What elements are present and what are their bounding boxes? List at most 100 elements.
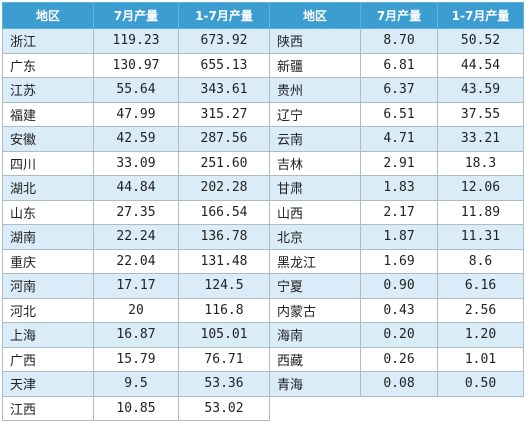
left-july-cell: 16.87 xyxy=(93,322,179,348)
header-july-left: 7月产量 xyxy=(93,2,179,29)
left-july-cell: 22.24 xyxy=(93,224,179,250)
table-row: 江苏 55.64 343.61 贵州 6.37 43.59 xyxy=(2,77,524,103)
left-cumulative-cell: 673.92 xyxy=(178,28,270,54)
right-cumulative-cell: 12.06 xyxy=(437,175,524,201)
right-july-cell: 0.90 xyxy=(360,273,438,299)
table-row: 江西 10.85 53.02 xyxy=(2,395,524,421)
left-july-cell: 17.17 xyxy=(93,273,179,299)
right-july-cell: 2.17 xyxy=(360,199,438,225)
left-region-cell: 四川 xyxy=(2,150,94,176)
right-july-cell: 2.91 xyxy=(360,150,438,176)
right-cumulative-cell: 11.31 xyxy=(437,224,524,250)
left-region-cell: 福建 xyxy=(2,101,94,127)
header-region-left: 地区 xyxy=(2,2,94,29)
right-cumulative-cell: 2.56 xyxy=(437,297,524,323)
left-july-cell: 42.59 xyxy=(93,126,179,152)
left-july-cell: 22.04 xyxy=(93,248,179,274)
right-empty-cell xyxy=(269,395,361,421)
right-empty-cell xyxy=(437,395,524,421)
left-region-cell: 湖北 xyxy=(2,175,94,201)
right-region-cell: 辽宁 xyxy=(269,101,361,127)
left-region-cell: 江西 xyxy=(2,395,94,421)
right-july-cell: 4.71 xyxy=(360,126,438,152)
left-july-cell: 44.84 xyxy=(93,175,179,201)
left-july-cell: 27.35 xyxy=(93,199,179,225)
right-july-cell: 0.08 xyxy=(360,371,438,397)
right-region-cell: 云南 xyxy=(269,126,361,152)
left-cumulative-cell: 131.48 xyxy=(178,248,270,274)
left-july-cell: 33.09 xyxy=(93,150,179,176)
right-region-cell: 吉林 xyxy=(269,150,361,176)
right-july-cell: 6.81 xyxy=(360,52,438,78)
left-cumulative-cell: 53.02 xyxy=(178,395,270,421)
left-region-cell: 广西 xyxy=(2,346,94,372)
right-cumulative-cell: 33.21 xyxy=(437,126,524,152)
right-region-cell: 北京 xyxy=(269,224,361,250)
left-region-cell: 广东 xyxy=(2,52,94,78)
table-row: 河南 17.17 124.5 宁夏 0.90 6.16 xyxy=(2,273,524,299)
right-region-cell: 海南 xyxy=(269,322,361,348)
right-july-cell: 6.37 xyxy=(360,77,438,103)
table-row: 上海 16.87 105.01 海南 0.20 1.20 xyxy=(2,322,524,348)
right-july-cell: 8.70 xyxy=(360,28,438,54)
left-cumulative-cell: 124.5 xyxy=(178,273,270,299)
right-july-cell: 1.69 xyxy=(360,248,438,274)
right-july-cell: 0.26 xyxy=(360,346,438,372)
left-region-cell: 湖南 xyxy=(2,224,94,250)
left-cumulative-cell: 76.71 xyxy=(178,346,270,372)
right-cumulative-cell: 1.20 xyxy=(437,322,524,348)
table-row: 安徽 42.59 287.56 云南 4.71 33.21 xyxy=(2,126,524,152)
left-cumulative-cell: 287.56 xyxy=(178,126,270,152)
header-region-right: 地区 xyxy=(269,2,361,29)
header-cumulative-left: 1-7月产量 xyxy=(178,2,270,29)
right-region-cell: 内蒙古 xyxy=(269,297,361,323)
right-cumulative-cell: 8.6 xyxy=(437,248,524,274)
table-row: 山东 27.35 166.54 山西 2.17 11.89 xyxy=(2,199,524,225)
table-row: 河北 20 116.8 内蒙古 0.43 2.56 xyxy=(2,297,524,323)
left-july-cell: 130.97 xyxy=(93,52,179,78)
left-july-cell: 119.23 xyxy=(93,28,179,54)
left-region-cell: 河南 xyxy=(2,273,94,299)
right-region-cell: 新疆 xyxy=(269,52,361,78)
left-july-cell: 55.64 xyxy=(93,77,179,103)
regional-production-table: 地区 7月产量 1-7月产量 地区 7月产量 1-7月产量 浙江 119.23 67… xyxy=(2,2,524,421)
left-july-cell: 47.99 xyxy=(93,101,179,127)
left-region-cell: 天津 xyxy=(2,371,94,397)
left-cumulative-cell: 166.54 xyxy=(178,199,270,225)
table-row: 重庆 22.04 131.48 黑龙江 1.69 8.6 xyxy=(2,248,524,274)
right-cumulative-cell: 0.50 xyxy=(437,371,524,397)
right-region-cell: 甘肃 xyxy=(269,175,361,201)
right-july-cell: 1.87 xyxy=(360,224,438,250)
left-july-cell: 9.5 xyxy=(93,371,179,397)
left-region-cell: 山东 xyxy=(2,199,94,225)
left-cumulative-cell: 343.61 xyxy=(178,77,270,103)
right-cumulative-cell: 50.52 xyxy=(437,28,524,54)
right-region-cell: 山西 xyxy=(269,199,361,225)
table-row: 湖南 22.24 136.78 北京 1.87 11.31 xyxy=(2,224,524,250)
right-region-cell: 宁夏 xyxy=(269,273,361,299)
header-cumulative-right: 1-7月产量 xyxy=(437,2,524,29)
left-region-cell: 安徽 xyxy=(2,126,94,152)
right-region-cell: 青海 xyxy=(269,371,361,397)
table-row: 广东 130.97 655.13 新疆 6.81 44.54 xyxy=(2,52,524,78)
left-cumulative-cell: 315.27 xyxy=(178,101,270,127)
right-region-cell: 陕西 xyxy=(269,28,361,54)
right-july-cell: 0.20 xyxy=(360,322,438,348)
right-july-cell: 0.43 xyxy=(360,297,438,323)
right-cumulative-cell: 18.3 xyxy=(437,150,524,176)
left-region-cell: 河北 xyxy=(2,297,94,323)
right-region-cell: 贵州 xyxy=(269,77,361,103)
table-row: 福建 47.99 315.27 辽宁 6.51 37.55 xyxy=(2,101,524,127)
left-region-cell: 江苏 xyxy=(2,77,94,103)
left-region-cell: 重庆 xyxy=(2,248,94,274)
right-empty-cell xyxy=(360,395,438,421)
left-region-cell: 上海 xyxy=(2,322,94,348)
header-july-right: 7月产量 xyxy=(360,2,438,29)
left-july-cell: 10.85 xyxy=(93,395,179,421)
right-july-cell: 6.51 xyxy=(360,101,438,127)
right-cumulative-cell: 37.55 xyxy=(437,101,524,127)
right-cumulative-cell: 1.01 xyxy=(437,346,524,372)
right-cumulative-cell: 44.54 xyxy=(437,52,524,78)
right-cumulative-cell: 11.89 xyxy=(437,199,524,225)
table-row: 四川 33.09 251.60 吉林 2.91 18.3 xyxy=(2,150,524,176)
